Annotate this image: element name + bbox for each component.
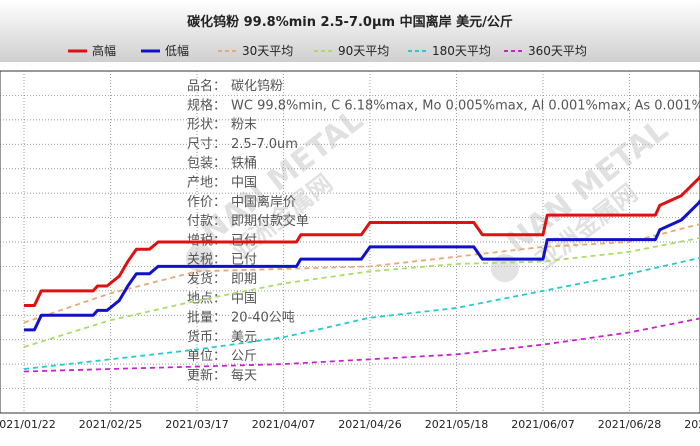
- legend-item-6[interactable]: 360天平均: [504, 44, 587, 58]
- info-row: 包装： 铁桶: [187, 156, 257, 171]
- legend-item-5[interactable]: 180天平均: [408, 44, 491, 58]
- info-label: 单位：: [187, 349, 226, 364]
- x-tick-label: 2021/01/22: [0, 418, 56, 431]
- info-row: 批量： 20-40公吨: [187, 311, 295, 326]
- info-row: 规格： WC 99.8%min, C 6.18%max, Mo 0.005%max…: [187, 97, 700, 113]
- x-tick-label: 2021/07/19: [684, 418, 700, 431]
- info-value: 即期: [231, 272, 257, 287]
- info-row: 品名： 碳化钨粉: [187, 78, 283, 94]
- x-tick-label: 2021/03/17: [165, 418, 228, 431]
- info-label: 发货：: [187, 271, 226, 287]
- series-line-1: [24, 174, 700, 307]
- info-value: 中国: [231, 176, 257, 191]
- chart-title: 碳化钨粉 99.8%min 2.5-7.0μm 中国离岸 美元/公斤: [187, 14, 513, 30]
- info-row: 地点： 中国: [187, 291, 257, 306]
- info-row: 尺寸： 2.5-7.0um: [187, 137, 298, 152]
- info-value: 20-40公吨: [231, 311, 295, 326]
- info-row: 作价： 中国离岸价: [187, 194, 296, 210]
- info-value: 中国离岸价: [231, 194, 296, 210]
- info-label: 地点：: [187, 291, 226, 306]
- info-row: 货币： 美元: [187, 329, 257, 345]
- info-label: 货币：: [187, 329, 226, 345]
- legend-label: 30天平均: [242, 44, 293, 58]
- info-label: 更新：: [187, 368, 226, 384]
- x-tick-label: 2021/06/07: [511, 418, 574, 431]
- info-value: 中国: [231, 291, 257, 306]
- series-line-6: [23, 317, 700, 373]
- info-value: 铁桶: [231, 156, 257, 171]
- legend-item-3[interactable]: 30天平均: [218, 44, 293, 58]
- info-label: 规格：: [187, 97, 226, 113]
- legend-item-4[interactable]: 90天平均: [314, 44, 389, 58]
- info-label: 品名：: [187, 78, 226, 94]
- header-band: [0, 0, 700, 62]
- x-tick-label: 2021/04/26: [338, 418, 401, 431]
- info-label: 尺寸：: [187, 137, 226, 152]
- info-label: 关税：: [187, 253, 226, 268]
- info-label: 包装：: [187, 156, 226, 171]
- info-label: 产地：: [187, 176, 226, 191]
- watermark-emblem: [490, 254, 519, 283]
- series-line-3: [23, 223, 700, 324]
- legend-item-1[interactable]: 高幅: [68, 43, 116, 58]
- info-label: 批量：: [187, 311, 226, 326]
- info-value: 粉末: [231, 118, 257, 133]
- info-label: 作价：: [187, 195, 226, 210]
- info-value: 已付: [231, 253, 257, 268]
- series-line-2: [24, 198, 700, 332]
- info-value: 2.5-7.0um: [231, 137, 298, 152]
- info-row: 形状： 粉末: [187, 118, 257, 133]
- x-tick-label: 2021/04/07: [252, 418, 315, 431]
- info-label: 付款：: [187, 214, 226, 229]
- series-line-4: [23, 236, 700, 348]
- legend-label: 360天平均: [528, 44, 587, 58]
- info-row: 产地： 中国: [187, 176, 257, 191]
- info-row: 单位： 公斤: [187, 349, 257, 364]
- info-value: 每天: [231, 368, 257, 384]
- series-lines: [23, 174, 700, 373]
- legend-item-2[interactable]: 低幅: [141, 43, 189, 58]
- info-value: 碳化钨粉: [231, 78, 283, 94]
- legend-label: 180天平均: [432, 44, 491, 58]
- legend-label: 高幅: [92, 43, 116, 58]
- info-value: 公斤: [231, 349, 257, 364]
- x-tick-label: 2021/06/28: [598, 418, 661, 431]
- x-tick-label: 2021/05/18: [425, 418, 488, 431]
- info-label: 形状：: [187, 118, 226, 133]
- info-row: 付款： 即期付款交单: [187, 213, 309, 229]
- legend-label: 90天平均: [338, 44, 389, 58]
- info-row: 更新： 每天: [187, 368, 257, 384]
- info-row: 关税： 已付: [187, 253, 257, 268]
- info-value: WC 99.8%min, C 6.18%max, Mo 0.005%max, A…: [231, 98, 700, 113]
- x-tick-label: 2021/02/25: [79, 418, 142, 431]
- legend: 高幅 低幅 30天平均 90天平均 180天平均 360天平均: [68, 43, 587, 58]
- plot-border: [0, 70, 700, 414]
- legend-label: 低幅: [165, 43, 189, 58]
- x-axis: 2021/01/22 2021/02/25 2021/03/17 2021/04/07…: [0, 418, 700, 431]
- series-line-5: [23, 256, 700, 370]
- info-row: 发货： 即期: [187, 271, 257, 287]
- info-value: 美元: [231, 330, 257, 345]
- info-value: 即期付款交单: [231, 213, 309, 229]
